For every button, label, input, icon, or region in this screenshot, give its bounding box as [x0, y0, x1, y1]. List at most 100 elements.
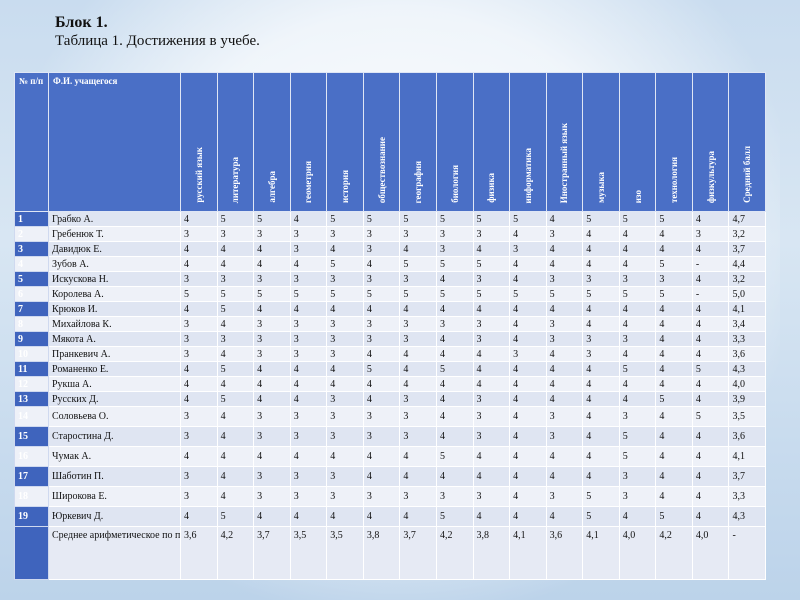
grade-cell: 4: [691, 446, 730, 467]
table-row: 13 Русских Д. 4 5 4 4 3 4 3 4 3 4 4 4 4 5 4 3,9: [14, 391, 766, 407]
grade-cell: 4: [545, 361, 584, 377]
grade-cell: 3: [253, 316, 291, 332]
grade-cell: 4: [691, 466, 730, 487]
grade-cell: 3: [472, 226, 511, 242]
student-name: Юркевич Д.: [48, 506, 181, 527]
grade-cell: 4: [509, 271, 547, 287]
grade-cell: 4: [180, 391, 218, 407]
grade-cell: 5: [289, 286, 328, 302]
grade-cell: 4: [289, 446, 328, 467]
grade-cell: 4: [180, 256, 218, 272]
header-subject-label: изо: [632, 189, 643, 203]
row-number: 5: [14, 271, 49, 287]
table-row: 6 Королева А. 5 5 5 5 5 5 5 5 5 5 5 5 5 5-5,0: [14, 286, 766, 302]
grade-cell: 5: [399, 211, 437, 227]
grade-cell: 4: [618, 391, 657, 407]
student-name: Гребенюк Т.: [48, 226, 181, 242]
grade-cell: 4: [472, 346, 511, 362]
grade-cell: 3: [362, 406, 401, 427]
grade-cell: 4: [253, 391, 291, 407]
header-subject-label: обществознание: [376, 136, 387, 203]
average-score-cell: 3,5: [728, 406, 766, 427]
grade-cell: 3: [180, 406, 218, 427]
row-number: 19: [14, 506, 49, 527]
grade-cell: 4: [472, 446, 511, 467]
table-row: 10 Пранкевич А. 3 4 3 3 3 4 4 4 4 3 4 3 4 4 4 3,6: [14, 346, 766, 362]
grade-cell: 4: [655, 446, 693, 467]
grade-cell: 4: [435, 301, 474, 317]
grade-cell: 4: [472, 241, 511, 257]
grade-cell: 3: [289, 331, 328, 347]
grade-cell: 4: [545, 506, 584, 527]
grade-cell: 4: [582, 406, 620, 427]
header-subject-label: биология: [449, 165, 460, 203]
grade-cell: 5: [399, 256, 437, 272]
grade-cell: 3: [289, 316, 328, 332]
grade-cell: 5: [435, 286, 474, 302]
subject-average-cell: 4,1: [509, 526, 547, 580]
grade-cell: 4: [399, 446, 437, 467]
grade-cell: 3: [618, 406, 657, 427]
subject-average-cell: 3,7: [253, 526, 291, 580]
grade-cell: 4: [691, 241, 730, 257]
grade-cell: 3: [216, 271, 255, 287]
grade-cell: 4: [655, 426, 693, 447]
header-subject-label: география: [413, 160, 424, 203]
grade-cell: 4: [582, 376, 620, 392]
subject-average-cell: 4,0: [618, 526, 657, 580]
header-subject: технология: [655, 72, 693, 212]
grade-cell: 4: [618, 226, 657, 242]
grade-cell: 3: [362, 241, 401, 257]
grade-cell: 4: [655, 346, 693, 362]
header-subject-label: музыка: [595, 172, 606, 203]
grade-cell: 4: [399, 506, 437, 527]
grade-cell: 4: [582, 361, 620, 377]
student-name: Русских Д.: [48, 391, 181, 407]
subject-average-cell: 4,2: [655, 526, 693, 580]
grade-cell: 3: [399, 226, 437, 242]
grade-cell: 4: [435, 466, 474, 487]
grade-cell: 4: [582, 426, 620, 447]
row-number: 13: [14, 391, 49, 407]
grade-cell: 4: [618, 241, 657, 257]
row-number: 2: [14, 226, 49, 242]
block-heading: Блок 1.: [55, 14, 108, 31]
header-subject-label: физкультура: [705, 150, 716, 203]
grade-cell: 3: [216, 226, 255, 242]
grade-cell: 5: [435, 256, 474, 272]
grade-cell: 3: [545, 406, 584, 427]
grade-cell: 4: [618, 301, 657, 317]
grade-cell: 4: [691, 506, 730, 527]
grade-cell: 4: [399, 361, 437, 377]
row-number: 4: [14, 256, 49, 272]
grade-cell: 3: [326, 316, 364, 332]
average-score-cell: 3,6: [728, 346, 766, 362]
header-subject: география: [399, 72, 437, 212]
grade-cell: 4: [545, 391, 584, 407]
grade-cell: 4: [362, 256, 401, 272]
grade-cell: 4: [472, 466, 511, 487]
subject-average-cell: -: [728, 526, 766, 580]
grade-cell: 4: [509, 301, 547, 317]
row-number: 7: [14, 301, 49, 317]
table-row: 2 Гребенюк Т. 3 3 3 3 3 3 3 3 3 4 3 4 4 4 3 3,2: [14, 226, 766, 242]
grade-cell: 3: [399, 426, 437, 447]
grade-cell: 3: [509, 241, 547, 257]
grade-cell: 4: [582, 241, 620, 257]
table-row: 8 Михайлова К. 3 4 3 3 3 3 3 3 3 4 3 4 4 4 4 3,4: [14, 316, 766, 332]
grade-cell: 4: [289, 391, 328, 407]
grade-cell: 4: [691, 331, 730, 347]
grade-cell: 3: [289, 426, 328, 447]
average-score-cell: 4,3: [728, 506, 766, 527]
grade-cell: 4: [472, 301, 511, 317]
grade-cell: 4: [691, 376, 730, 392]
subject-average-cell: 3,6: [180, 526, 218, 580]
grade-cell: 5: [326, 211, 364, 227]
header-subject: литература: [216, 72, 255, 212]
grade-cell: -: [691, 256, 730, 272]
grade-cell: 4: [399, 301, 437, 317]
average-score-cell: 4,1: [728, 301, 766, 317]
grade-cell: 3: [326, 331, 364, 347]
grade-cell: 3: [253, 226, 291, 242]
grade-cell: 3: [326, 466, 364, 487]
